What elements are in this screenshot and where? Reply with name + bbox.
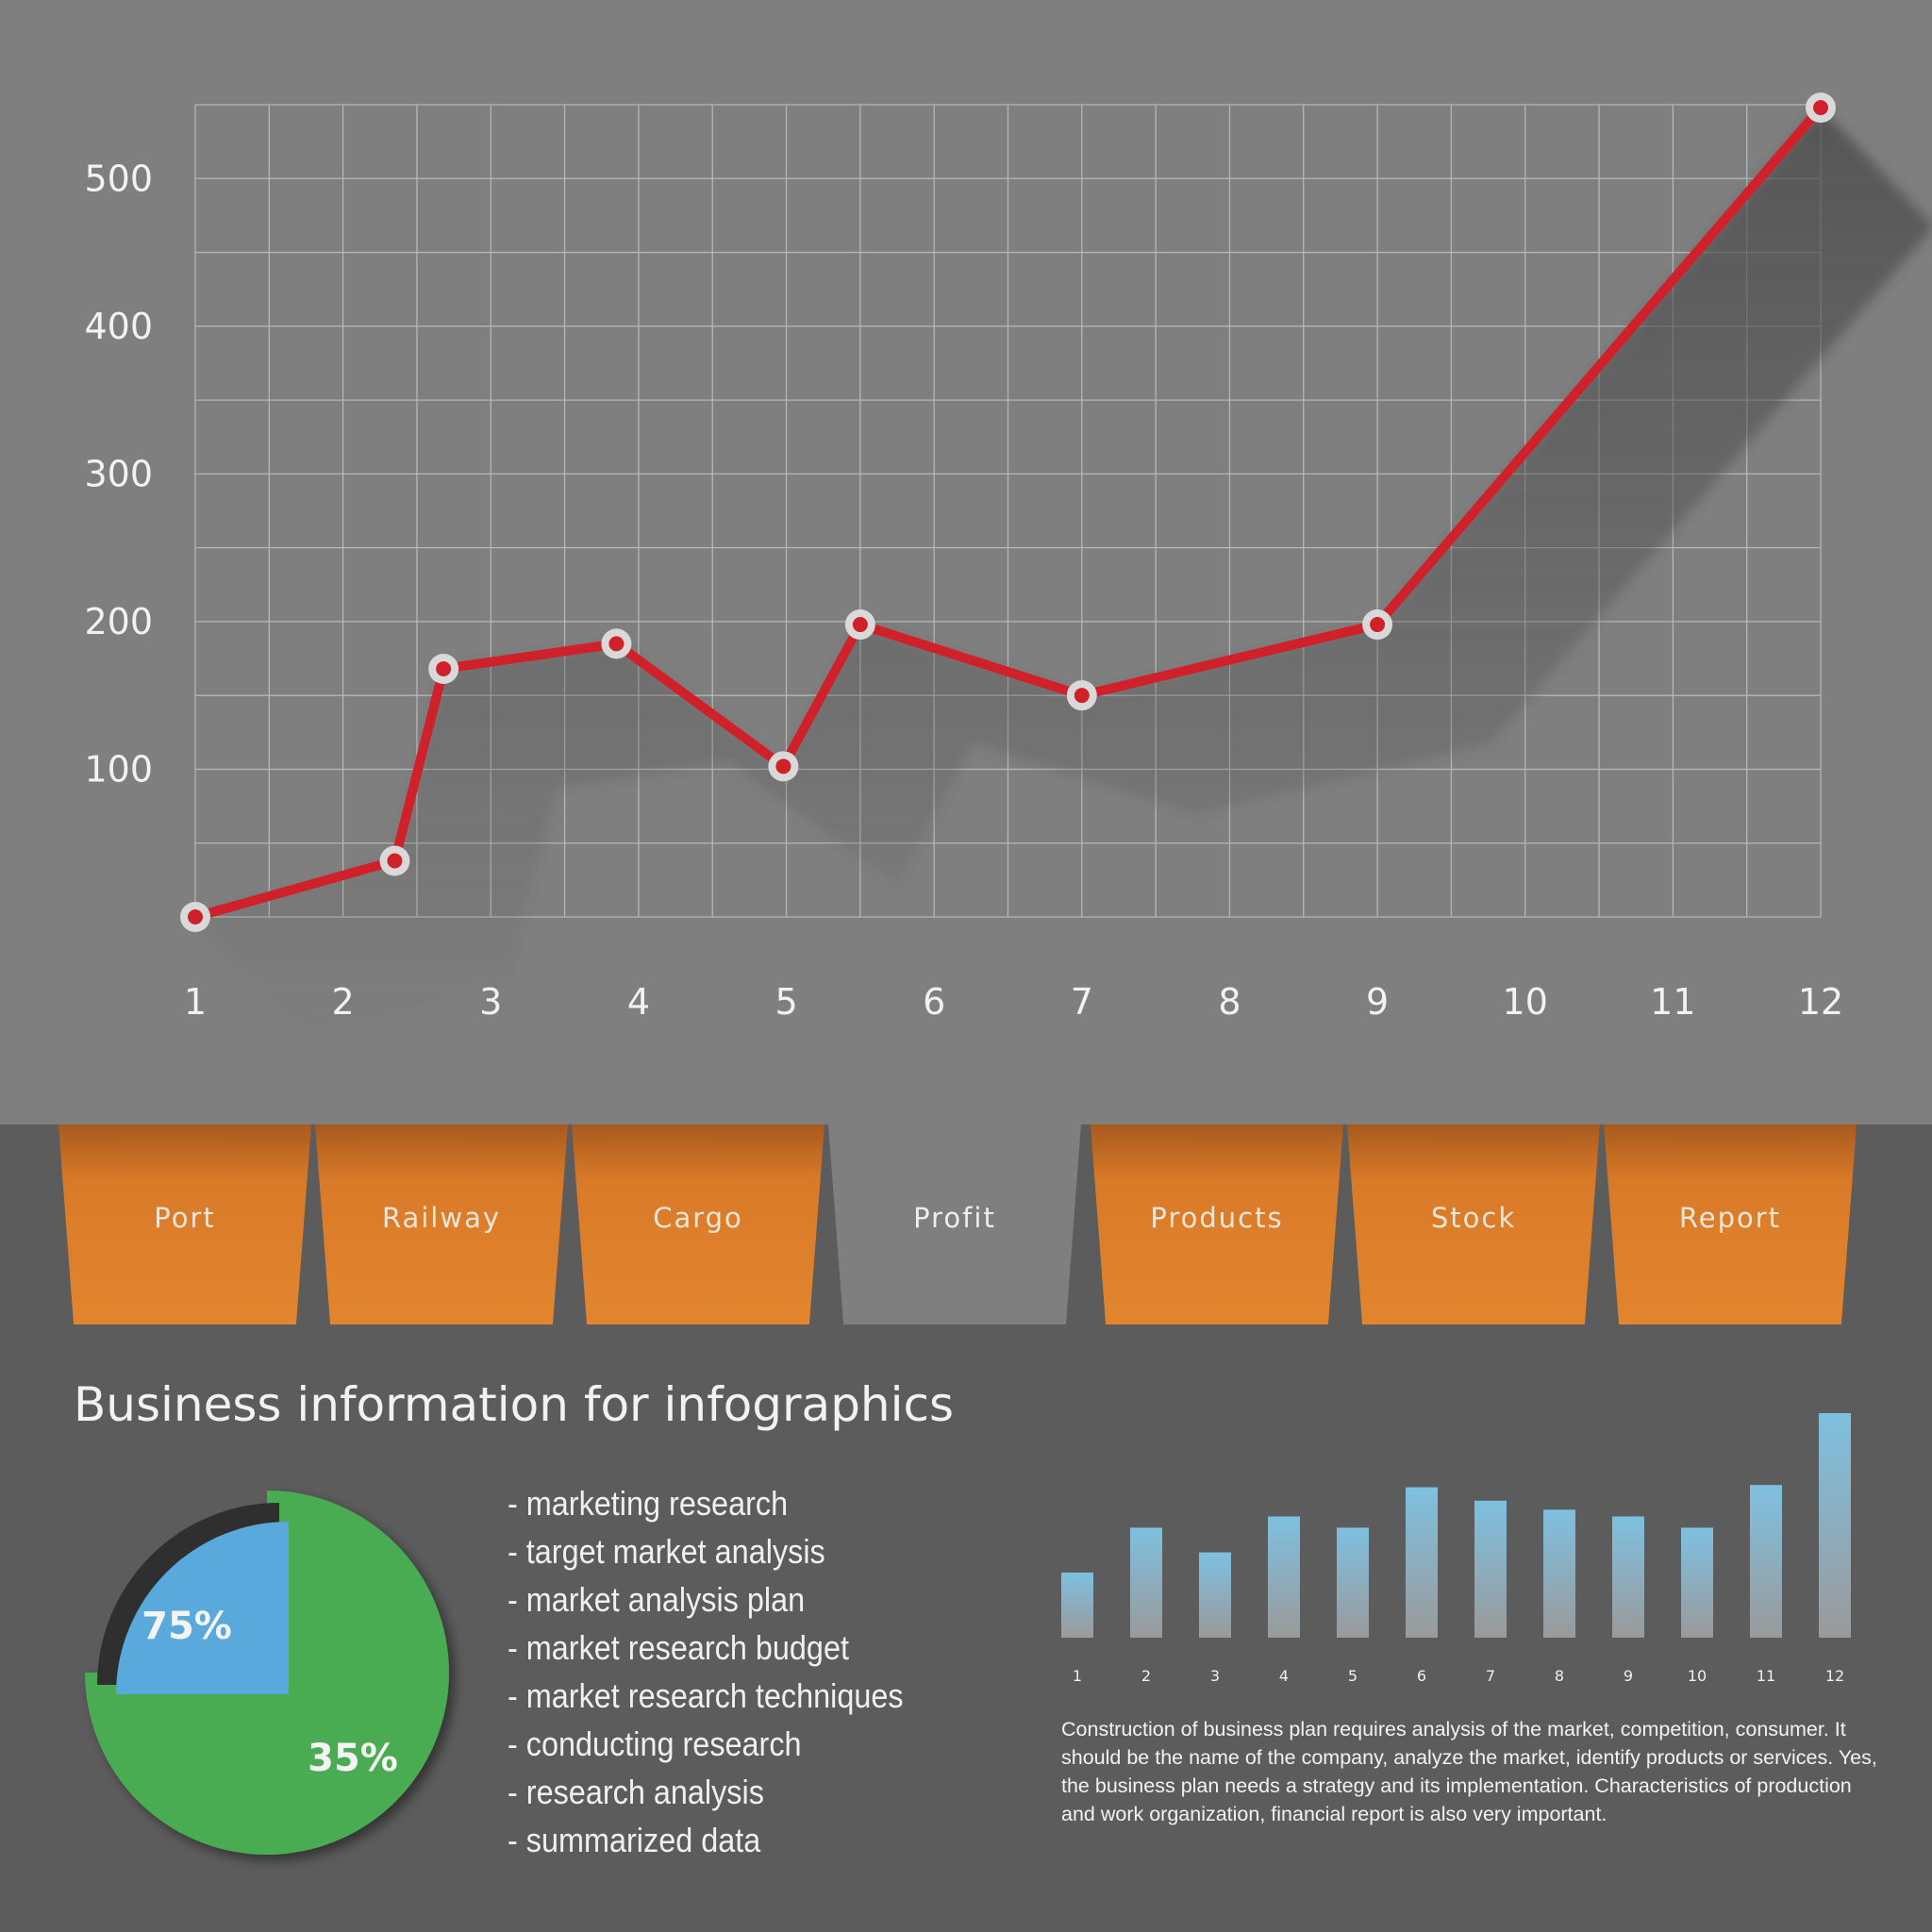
bullet-item: - market analysis plan bbox=[508, 1580, 806, 1619]
tab-bar: Port Railway Cargo Profit Products Stock… bbox=[0, 1124, 1932, 1351]
bar bbox=[1199, 1552, 1231, 1638]
bullet-list: - marketing research - target market ana… bbox=[508, 1479, 947, 1864]
x-tick-label: 8 bbox=[1218, 981, 1241, 1023]
bar-chart: 1 2 3 4 5 6 7 8 9 10 11 12 bbox=[1061, 1413, 1851, 1685]
bar bbox=[1681, 1527, 1713, 1638]
tab-label: Profit bbox=[913, 1202, 996, 1234]
bar-tick-label: 2 bbox=[1141, 1667, 1151, 1685]
line-chart-panel: 100 200 300 400 500 1 2 3 4 5 6 7 8 9 10 11 12 bbox=[0, 0, 1932, 1124]
bar-tick-label: 4 bbox=[1279, 1667, 1289, 1685]
data-point bbox=[379, 845, 410, 876]
tab-label: Report bbox=[1678, 1202, 1782, 1234]
x-tick-label: 7 bbox=[1071, 981, 1093, 1023]
tab-profit[interactable]: Profit bbox=[828, 1124, 1081, 1324]
bar-tick-label: 1 bbox=[1073, 1667, 1082, 1685]
bar bbox=[1543, 1509, 1575, 1638]
pie-label: 35% bbox=[308, 1737, 398, 1780]
tab-report[interactable]: Report bbox=[1604, 1124, 1857, 1324]
tab-label: Stock bbox=[1430, 1202, 1517, 1234]
x-tick-label: 3 bbox=[479, 981, 502, 1023]
data-point bbox=[601, 628, 632, 659]
bar-tick-label: 11 bbox=[1757, 1667, 1775, 1685]
bar bbox=[1612, 1516, 1644, 1638]
pie-chart: 75% 35% bbox=[85, 1491, 449, 1855]
y-tick-label: 500 bbox=[84, 158, 153, 199]
bar-tick-label: 5 bbox=[1348, 1667, 1357, 1685]
tab-label: Railway bbox=[381, 1202, 502, 1234]
data-point-core bbox=[188, 909, 203, 924]
y-tick-label: 300 bbox=[84, 453, 153, 494]
x-tick-label: 12 bbox=[1798, 981, 1843, 1023]
y-tick-label: 200 bbox=[84, 601, 153, 642]
line-shadow bbox=[195, 108, 1932, 1036]
data-point bbox=[428, 654, 459, 685]
data-point bbox=[768, 751, 799, 782]
x-tick-label: 1 bbox=[184, 981, 207, 1023]
bullet-item: - market research techniques bbox=[508, 1676, 904, 1715]
tab-cargo[interactable]: Cargo bbox=[572, 1124, 824, 1324]
data-point bbox=[180, 902, 210, 932]
x-tick-label: 10 bbox=[1503, 981, 1548, 1023]
data-point bbox=[1066, 680, 1097, 711]
bar bbox=[1406, 1487, 1438, 1638]
pie-slice bbox=[116, 1522, 289, 1694]
bar-tick-label: 6 bbox=[1417, 1667, 1426, 1685]
bullet-item: - target market analysis bbox=[508, 1532, 825, 1571]
data-point-core bbox=[436, 661, 452, 677]
tab-label: Products bbox=[1150, 1202, 1284, 1234]
data-point-core bbox=[387, 853, 403, 869]
tab-products[interactable]: Products bbox=[1091, 1124, 1343, 1324]
description-text: Construction of business plan requires a… bbox=[1061, 1718, 1877, 1825]
bullet-item: - marketing research bbox=[508, 1484, 789, 1523]
data-point-core bbox=[1074, 688, 1090, 704]
bullet-item: - conducting research bbox=[508, 1724, 802, 1763]
y-tick-label: 100 bbox=[84, 748, 153, 790]
bar bbox=[1337, 1527, 1369, 1638]
bullet-item: - research analysis bbox=[508, 1773, 764, 1811]
bar-tick-label: 12 bbox=[1825, 1667, 1844, 1685]
data-point-core bbox=[775, 758, 791, 774]
bullet-item: - summarized data bbox=[508, 1821, 761, 1859]
data-point bbox=[844, 609, 875, 641]
bullet-item: - market research budget bbox=[508, 1628, 849, 1667]
x-tick-label: 5 bbox=[774, 981, 797, 1023]
bar-tick-label: 3 bbox=[1210, 1667, 1220, 1685]
tab-stock[interactable]: Stock bbox=[1347, 1124, 1600, 1324]
x-tick-label: 9 bbox=[1366, 981, 1389, 1023]
x-tick-label: 2 bbox=[332, 981, 355, 1023]
data-point-core bbox=[608, 636, 625, 652]
pie-label: 75% bbox=[142, 1605, 232, 1648]
bar bbox=[1819, 1413, 1851, 1638]
bar-tick-label: 8 bbox=[1555, 1667, 1564, 1685]
data-point-core bbox=[1813, 100, 1828, 116]
x-tick-label: 11 bbox=[1650, 981, 1695, 1023]
bar bbox=[1474, 1500, 1507, 1638]
bar-tick-label: 9 bbox=[1624, 1667, 1633, 1685]
data-point-core bbox=[1370, 617, 1386, 633]
x-tick-label: 6 bbox=[923, 981, 945, 1023]
data-point bbox=[1362, 609, 1393, 641]
bar-tick-label: 7 bbox=[1486, 1667, 1495, 1685]
info-title: Business information for infographics bbox=[74, 1377, 955, 1432]
tab-port[interactable]: Port bbox=[58, 1124, 311, 1324]
bar bbox=[1268, 1516, 1300, 1638]
y-tick-label: 400 bbox=[84, 306, 153, 347]
tab-label: Cargo bbox=[653, 1202, 743, 1234]
bar bbox=[1130, 1527, 1162, 1638]
tab-label: Port bbox=[154, 1202, 216, 1234]
data-point-core bbox=[852, 617, 868, 633]
bar bbox=[1750, 1485, 1782, 1638]
bar-tick-label: 10 bbox=[1688, 1667, 1707, 1685]
data-point bbox=[1806, 92, 1836, 124]
tab-railway[interactable]: Railway bbox=[315, 1124, 568, 1324]
bar bbox=[1061, 1572, 1093, 1638]
x-tick-label: 4 bbox=[627, 981, 650, 1023]
